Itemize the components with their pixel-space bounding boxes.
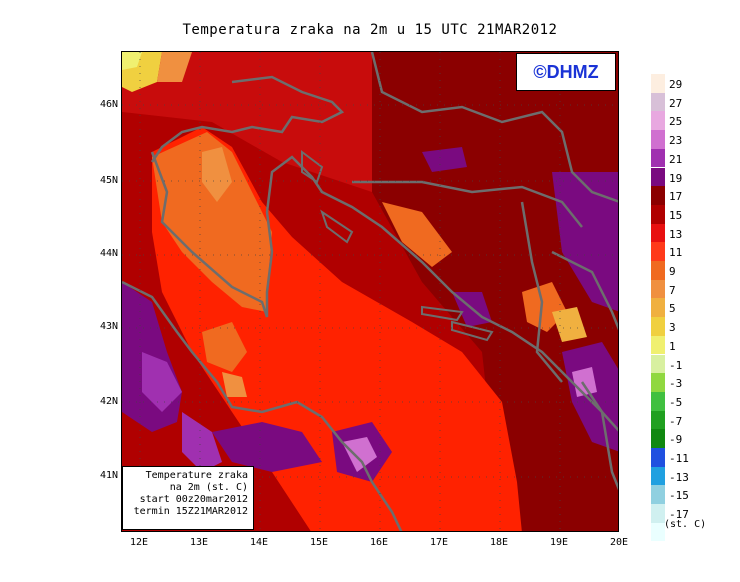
lat-label-46n: 46N	[99, 99, 118, 110]
legend-swatch	[651, 111, 665, 131]
legend-swatch	[651, 167, 665, 187]
legend-label: -17	[669, 508, 689, 522]
info-box: Temperature zraka na 2m (st. C) start 00…	[122, 466, 254, 530]
legend-label: -15	[669, 489, 689, 503]
lat-label-44n: 44N	[99, 248, 118, 259]
legend-swatch	[651, 242, 665, 261]
legend-swatch	[651, 522, 665, 542]
legend-swatch	[651, 504, 665, 523]
legend-label: -9	[669, 433, 683, 447]
legend-label: 19	[669, 171, 683, 185]
legend-label: -11	[669, 452, 689, 465]
legend-swatch	[651, 130, 665, 149]
legend-unit: (st. C)	[664, 519, 707, 530]
info-line-2: na 2m (st. C)	[169, 482, 248, 493]
lon-label-20e: 20E	[609, 537, 629, 548]
legend-label: -13	[669, 470, 689, 484]
legend-label: 11	[669, 246, 683, 260]
lon-label-14e: 14E	[249, 537, 269, 548]
legend-label: -3	[669, 377, 683, 391]
lon-label-16e: 16E	[369, 537, 389, 548]
dhmz-logo: ©DHMZ	[516, 53, 616, 91]
legend-label: 23	[669, 134, 683, 148]
legend-label: -1	[669, 358, 683, 372]
legend-swatch	[651, 448, 665, 467]
legend-swatch	[651, 279, 665, 299]
lon-label-19e: 19E	[549, 537, 569, 548]
lon-label-15e: 15E	[309, 537, 329, 548]
legend-swatch	[651, 148, 665, 168]
info-line-3: start 00z20mar2012	[139, 494, 248, 505]
legend-swatch	[651, 317, 665, 336]
lat-label-41n: 41N	[99, 470, 118, 481]
legend-label: 5	[669, 302, 676, 316]
legend-swatch	[651, 223, 665, 243]
legend-label: 29	[669, 78, 683, 91]
legend-swatch	[651, 485, 665, 505]
legend-swatch	[651, 74, 665, 93]
legend-swatch	[651, 92, 665, 112]
lon-label-18e: 18E	[489, 537, 509, 548]
info-line-1: Temperature zraka	[145, 470, 248, 481]
legend-label: -7	[669, 414, 683, 428]
legend-label: 25	[669, 115, 683, 129]
legend-label: 21	[669, 152, 683, 166]
map-title: Temperatura zraka na 2m u 15 UTC 21MAR20…	[182, 22, 558, 38]
legend-swatch	[651, 466, 665, 486]
legend-label: 13	[669, 227, 683, 241]
legend-swatch	[651, 335, 665, 355]
legend-swatch	[651, 429, 665, 448]
legend-swatch	[651, 186, 665, 205]
lon-label-17e: 17E	[429, 537, 449, 548]
legend-swatch	[651, 204, 665, 224]
lat-label-42n: 42N	[99, 396, 118, 407]
legend-label: 1	[669, 339, 676, 353]
legend-label: 15	[669, 208, 683, 222]
legend-swatch	[651, 354, 665, 374]
legend-label: 17	[669, 190, 683, 204]
legend-swatch	[651, 391, 665, 411]
legend-label: 3	[669, 321, 676, 335]
legend-label: -5	[669, 395, 683, 409]
lat-label-45n: 45N	[99, 175, 118, 186]
lon-label-13e: 13E	[189, 537, 209, 548]
temperature-map	[121, 51, 619, 532]
lat-label-43n: 43N	[99, 321, 118, 332]
legend-swatch	[651, 261, 665, 280]
legend-swatch	[651, 373, 665, 392]
info-line-4: termin 15Z21MAR2012	[133, 506, 248, 517]
legend-swatch	[651, 410, 665, 430]
temperature-field	[122, 52, 618, 531]
lon-label-12e: 12E	[129, 537, 149, 548]
legend-label: 9	[669, 265, 676, 278]
legend-label: 27	[669, 96, 683, 110]
legend-label: 7	[669, 283, 676, 297]
legend-swatch	[651, 298, 665, 318]
